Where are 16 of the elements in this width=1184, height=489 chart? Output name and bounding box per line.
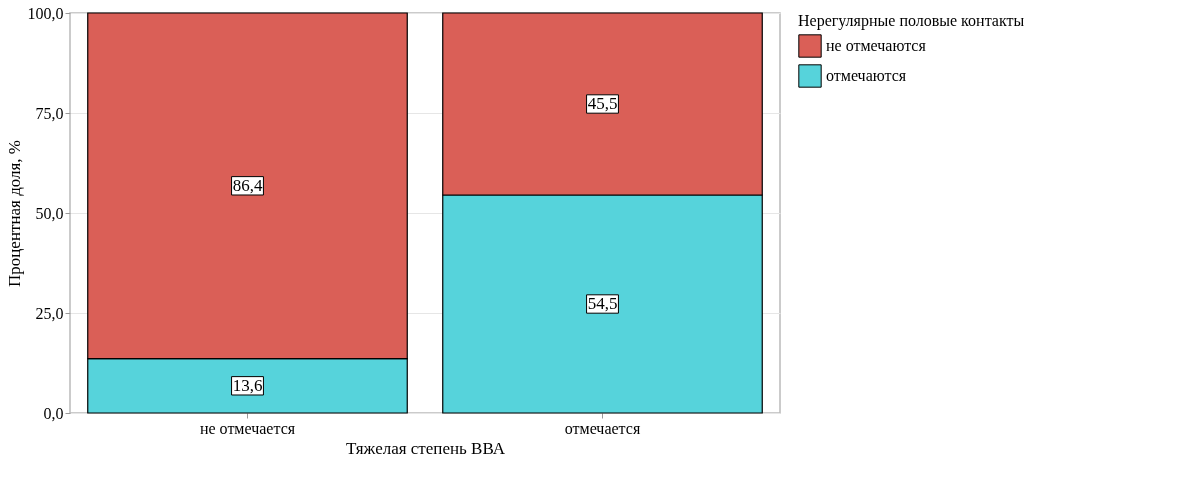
legend-label: отмечаются: [826, 67, 907, 84]
y-axis-title: Процентная доля, %: [4, 139, 24, 288]
y-tick-label: 100,0: [27, 4, 64, 22]
x-axis-title: Тяжелая степень ВВА: [346, 438, 506, 458]
data-label: 54,5: [587, 294, 618, 313]
legend-title: Нерегулярные половые контакты: [798, 12, 1025, 30]
data-label: 86,4: [232, 175, 263, 195]
y-tick-label: 50,0: [35, 204, 64, 222]
y-tick-label: 25,0: [35, 304, 64, 322]
x-tick-label: отмечается: [564, 419, 641, 437]
data-label: 13,6: [232, 375, 263, 395]
legend-label: не отмечаются: [826, 37, 927, 54]
data-label: 45,5: [587, 94, 618, 113]
x-tick-label: не отмечается: [199, 419, 296, 437]
y-tick-label: 0,0: [43, 404, 64, 422]
y-tick-label: 75,0: [35, 104, 64, 122]
